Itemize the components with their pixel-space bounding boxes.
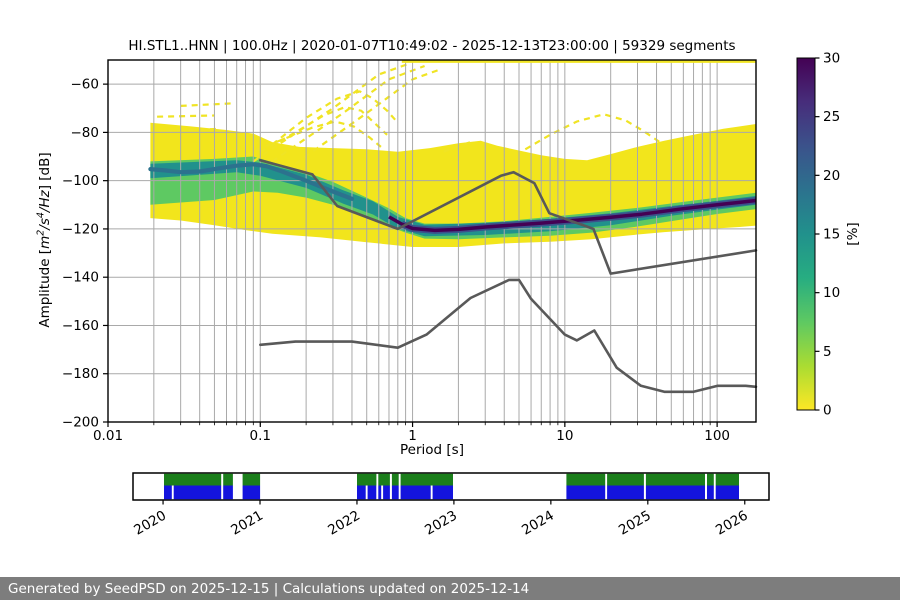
svg-text:2020: 2020 — [131, 508, 169, 539]
svg-text:2022: 2022 — [325, 508, 363, 539]
axes-frame — [107, 59, 757, 423]
footer-bar: Generated by SeedPSD on 2025-12-15 | Cal… — [0, 577, 900, 600]
svg-text:1: 1 — [408, 428, 417, 444]
svg-text:0: 0 — [823, 403, 832, 419]
svg-text:−200: −200 — [62, 415, 99, 431]
artifact-streaks — [157, 62, 661, 165]
svg-text:2021: 2021 — [228, 508, 266, 539]
svg-text:−120: −120 — [62, 221, 99, 237]
availability-timeline: 2020 2021 2022 2023 2024 2025 2026 — [131, 472, 770, 539]
svg-text:20: 20 — [823, 168, 840, 184]
x-axis-label: Period [s] — [400, 442, 464, 458]
mode-core — [148, 162, 757, 234]
footer-text: Generated by SeedPSD on 2025-12-15 | Cal… — [8, 580, 530, 597]
svg-text:10: 10 — [556, 428, 573, 444]
svg-text:−140: −140 — [62, 270, 99, 286]
ppsd-figure: HI.STL1..HNN | 100.0Hz | 2020-01-07T10:4… — [35, 38, 861, 539]
plot-title: HI.STL1..HNN | 100.0Hz | 2020-01-07T10:4… — [128, 38, 736, 54]
svg-text:−60: −60 — [71, 77, 100, 93]
gridlines — [108, 60, 756, 422]
noise-model-lines — [259, 158, 758, 394]
svg-text:0.1: 0.1 — [250, 428, 271, 444]
colorbar: 0 5 10 15 20 25 30 — [796, 51, 840, 419]
axis-ticks: 0.01 0.1 1 10 100 −60 −80 −100 −120 −140 −160 −180 −… — [62, 77, 730, 444]
svg-text:2024: 2024 — [519, 508, 557, 539]
svg-text:30: 30 — [823, 51, 840, 67]
svg-text:−160: −160 — [62, 318, 99, 334]
svg-text:2023: 2023 — [422, 508, 460, 539]
svg-text:2026: 2026 — [713, 508, 751, 539]
coverage-blue — [164, 485, 739, 500]
svg-text:−100: −100 — [62, 173, 99, 189]
svg-text:15: 15 — [823, 227, 840, 243]
svg-text:0.01: 0.01 — [93, 428, 123, 444]
svg-text:100: 100 — [704, 428, 730, 444]
svg-text:−180: −180 — [62, 366, 99, 382]
svg-text:2025: 2025 — [616, 508, 654, 539]
svg-text:−80: −80 — [71, 125, 100, 141]
coverage-green — [164, 473, 739, 486]
svg-text:25: 25 — [823, 109, 840, 125]
svg-text:5: 5 — [823, 344, 832, 360]
svg-text:10: 10 — [823, 285, 840, 301]
ppsd-chart: 0.01 0.1 1 10 100−60−80−100−120−140−160−180−… — [62, 51, 840, 539]
